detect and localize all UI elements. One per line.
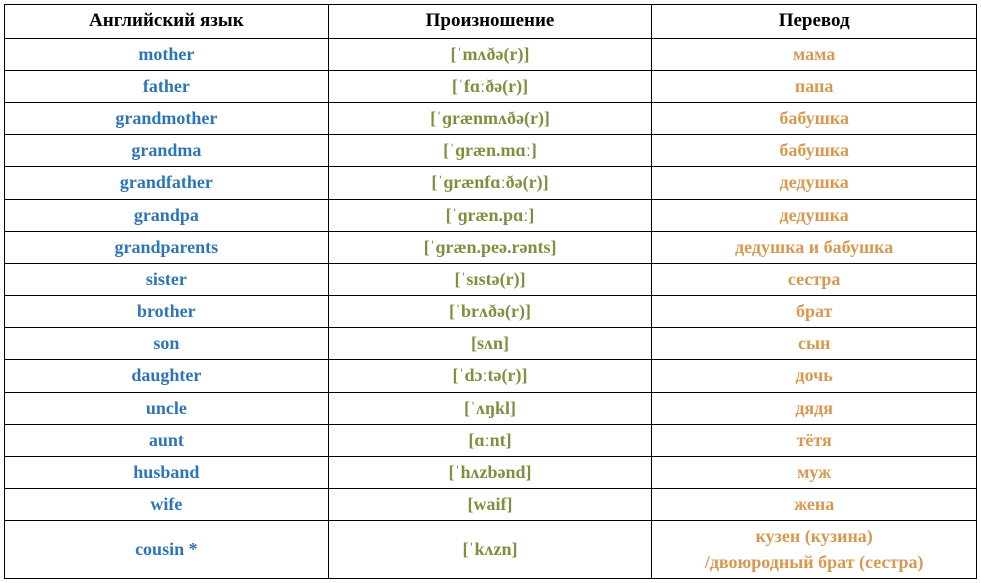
cell-pronunciation: [ˈhʌzbənd] (328, 457, 652, 489)
cell-english: grandfather (5, 167, 329, 199)
table-row: father[ˈfɑːðə(r)]папа (5, 70, 977, 102)
cell-english: sister (5, 263, 329, 295)
header-translation: Перевод (652, 5, 977, 39)
cell-english: husband (5, 457, 329, 489)
cell-translation: муж (652, 457, 977, 489)
cell-translation: мама (652, 38, 977, 70)
cell-pronunciation: [ˈɡræn.peə.rənts] (328, 231, 652, 263)
cell-pronunciation: [waif] (328, 489, 652, 521)
table-header-row: Английский язык Произношение Перевод (5, 5, 977, 39)
cell-english: daughter (5, 360, 329, 392)
cell-pronunciation: [sʌn] (328, 328, 652, 360)
table-row: mother[ˈmʌðə(r)]мама (5, 38, 977, 70)
cell-pronunciation: [ˈdɔːtə(r)] (328, 360, 652, 392)
cell-pronunciation: [ˈbrʌðə(r)] (328, 296, 652, 328)
cell-pronunciation: [ˈɡrænfɑːðə(r)] (328, 167, 652, 199)
table-row: son[sʌn]сын (5, 328, 977, 360)
cell-english: grandpa (5, 199, 329, 231)
cell-pronunciation: [ˈfɑːðə(r)] (328, 70, 652, 102)
cell-english: son (5, 328, 329, 360)
cell-translation: дедушка (652, 199, 977, 231)
cell-english: wife (5, 489, 329, 521)
cell-pronunciation: [ˈɡrænmʌðə(r)] (328, 102, 652, 134)
table-row: grandma[ˈɡræn.mɑː]бабушка (5, 135, 977, 167)
cell-english: cousin * (5, 521, 329, 578)
cell-english: aunt (5, 424, 329, 456)
table-row: grandpa[ˈɡræn.pɑː]дедушка (5, 199, 977, 231)
cell-translation: дядя (652, 392, 977, 424)
cell-translation: дочь (652, 360, 977, 392)
cell-pronunciation: [ˈkʌzn] (328, 521, 652, 578)
vocabulary-table: Английский язык Произношение Перевод mot… (4, 4, 977, 579)
table-row: grandmother[ˈɡrænmʌðə(r)]бабушка (5, 102, 977, 134)
cell-english: father (5, 70, 329, 102)
cell-pronunciation: [ˈsɪstə(r)] (328, 263, 652, 295)
cell-translation: сестра (652, 263, 977, 295)
cell-english: mother (5, 38, 329, 70)
cell-translation: дедушка (652, 167, 977, 199)
cell-translation: бабушка (652, 135, 977, 167)
cell-translation: тётя (652, 424, 977, 456)
table-row: husband[ˈhʌzbənd]муж (5, 457, 977, 489)
cell-english: grandma (5, 135, 329, 167)
table-row: sister[ˈsɪstə(r)]сестра (5, 263, 977, 295)
table-row: uncle[ˈʌŋkl]дядя (5, 392, 977, 424)
table-row: grandfather[ˈɡrænfɑːðə(r)]дедушка (5, 167, 977, 199)
header-english: Английский язык (5, 5, 329, 39)
cell-pronunciation: [ˈɡræn.pɑː] (328, 199, 652, 231)
table-row: aunt[ɑːnt]тётя (5, 424, 977, 456)
cell-translation: сын (652, 328, 977, 360)
cell-english: grandmother (5, 102, 329, 134)
table-row: brother[ˈbrʌðə(r)]брат (5, 296, 977, 328)
cell-english: grandparents (5, 231, 329, 263)
cell-pronunciation: [ˈʌŋkl] (328, 392, 652, 424)
cell-english: uncle (5, 392, 329, 424)
cell-translation: брат (652, 296, 977, 328)
table-row: grandparents[ˈɡræn.peə.rənts]дедушка и б… (5, 231, 977, 263)
table-row: daughter[ˈdɔːtə(r)]дочь (5, 360, 977, 392)
cell-translation: кузен (кузина)/двоюродный брат (сестра) (652, 521, 977, 578)
cell-translation: жена (652, 489, 977, 521)
cell-english: brother (5, 296, 329, 328)
cell-pronunciation: [ɑːnt] (328, 424, 652, 456)
cell-translation: дедушка и бабушка (652, 231, 977, 263)
table-body: mother[ˈmʌðə(r)]мамаfather[ˈfɑːðə(r)]пап… (5, 38, 977, 578)
table-row: wife[waif]жена (5, 489, 977, 521)
table-row: cousin *[ˈkʌzn]кузен (кузина)/двоюродный… (5, 521, 977, 578)
cell-translation: бабушка (652, 102, 977, 134)
header-pronunciation: Произношение (328, 5, 652, 39)
cell-pronunciation: [ˈɡræn.mɑː] (328, 135, 652, 167)
cell-translation: папа (652, 70, 977, 102)
cell-pronunciation: [ˈmʌðə(r)] (328, 38, 652, 70)
